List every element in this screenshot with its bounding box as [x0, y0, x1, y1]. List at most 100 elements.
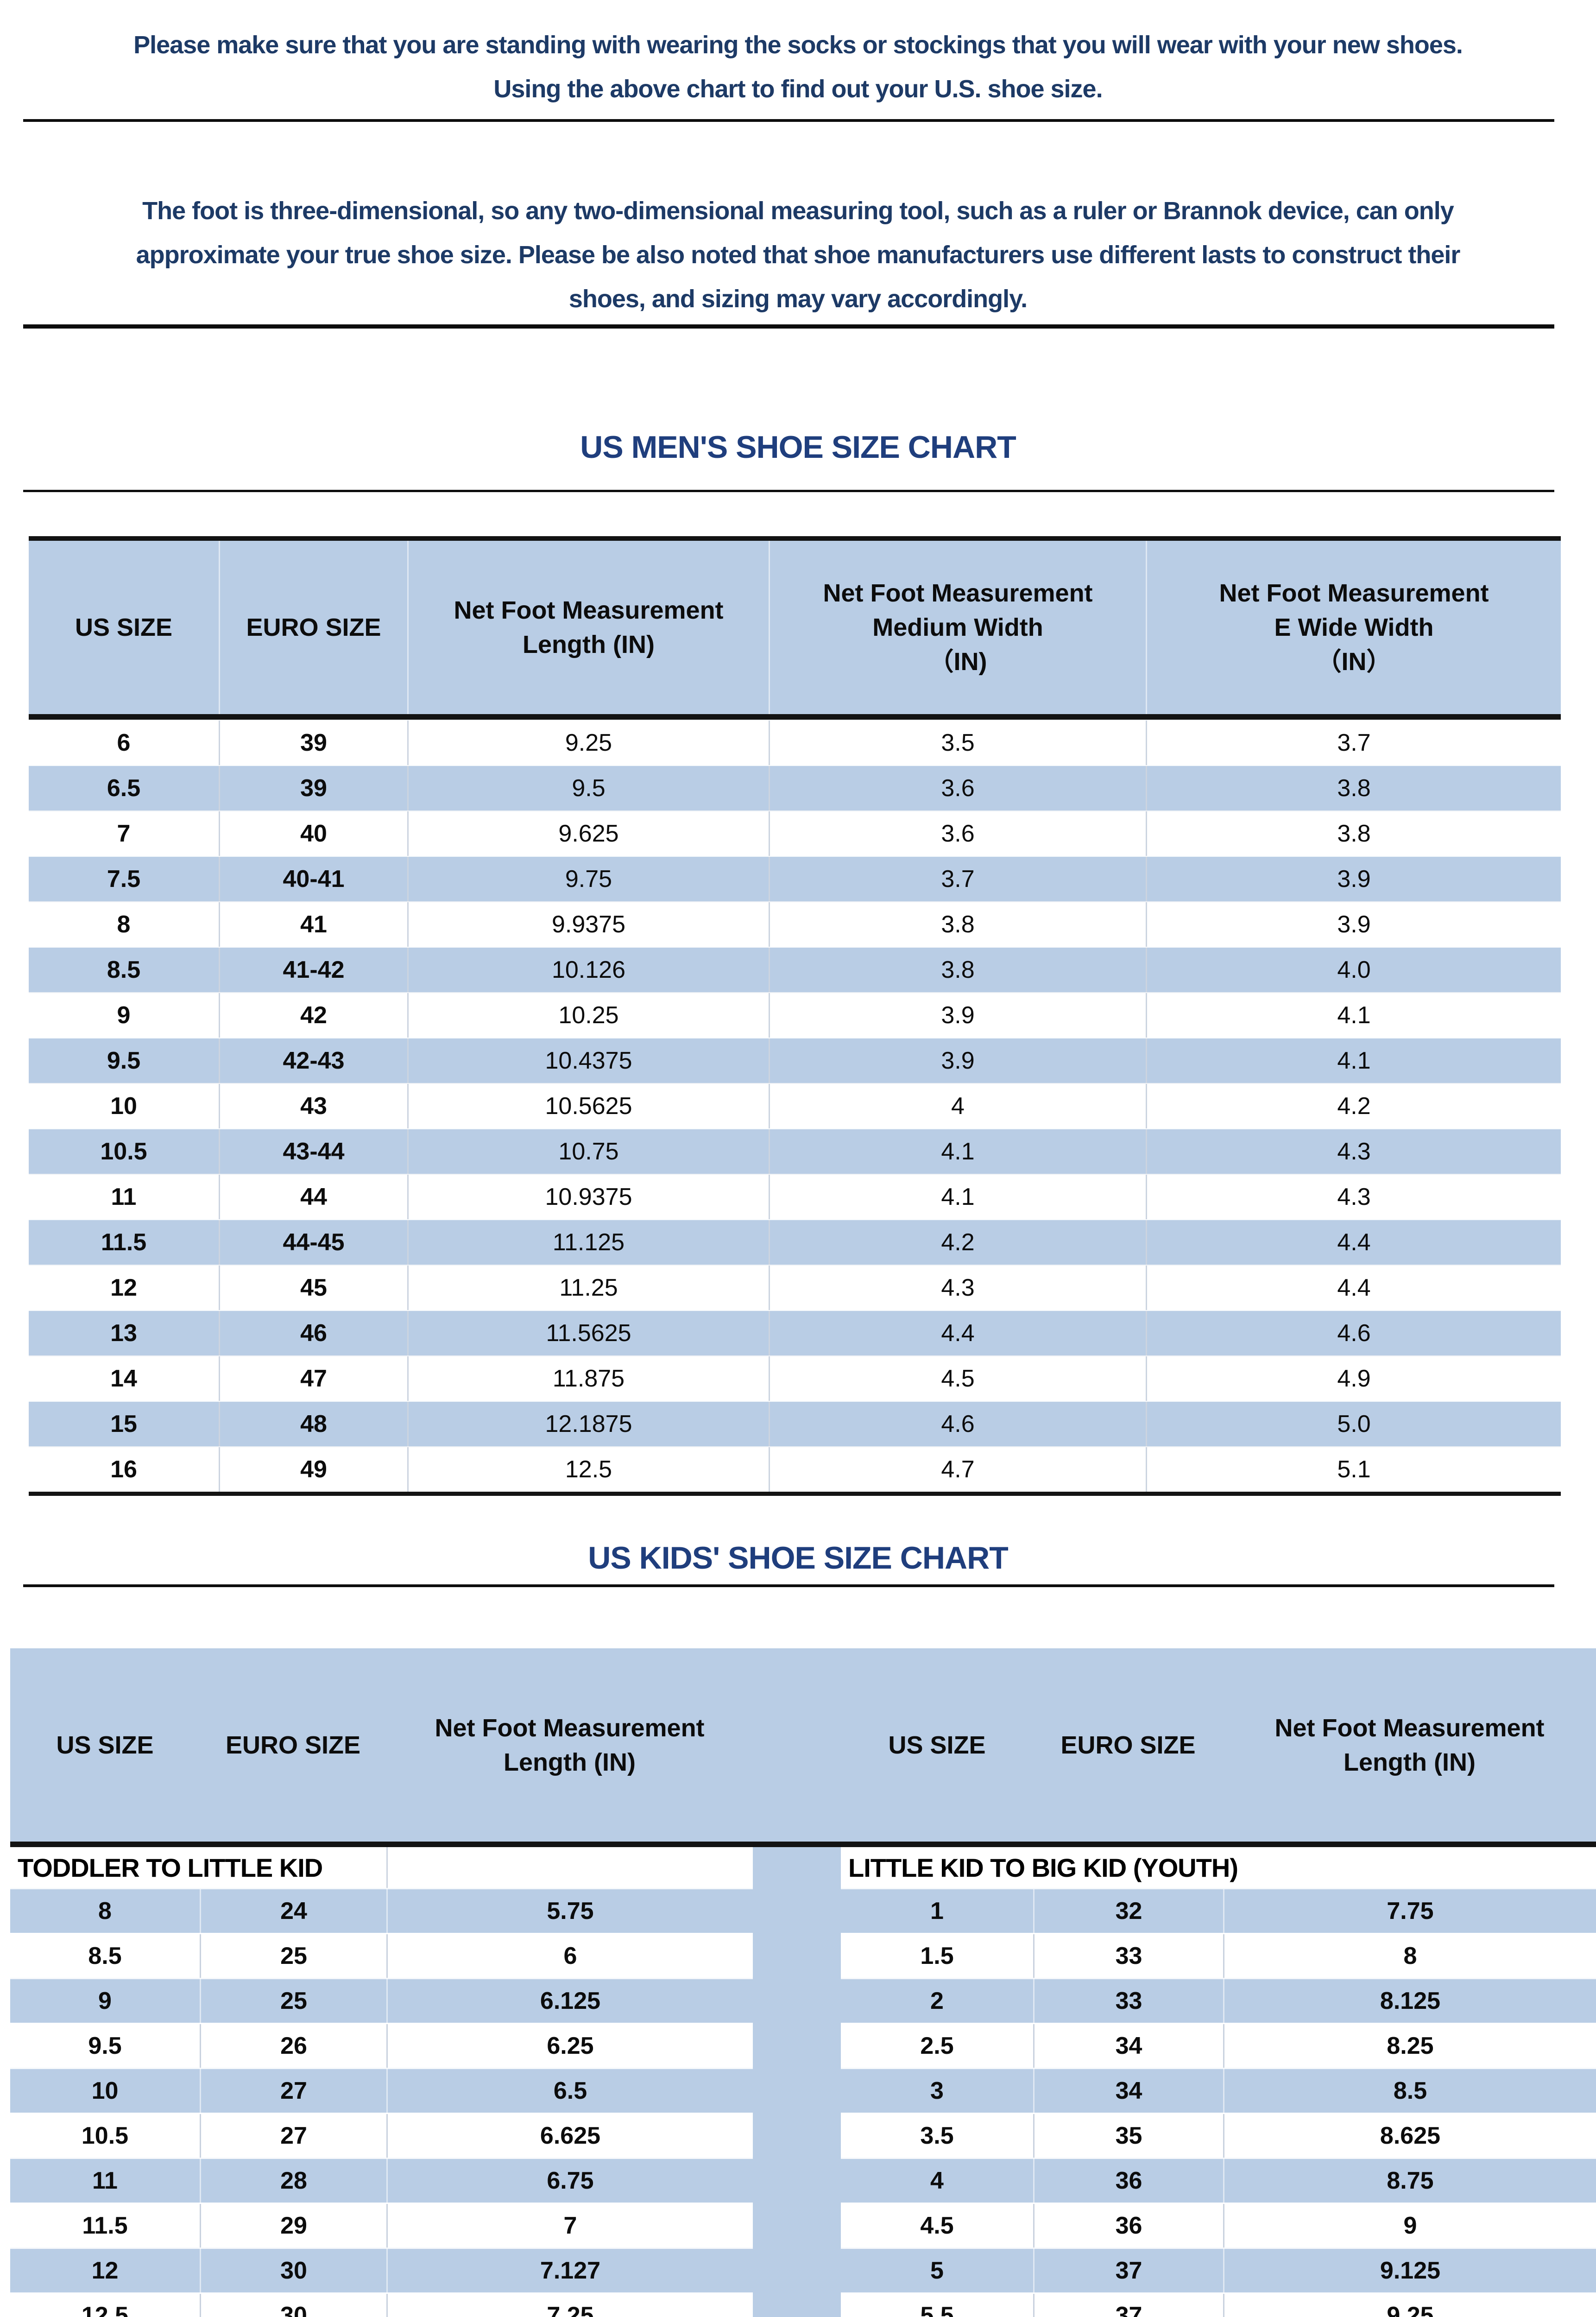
- kids-header-cell: EURO SIZE: [225, 1731, 361, 1759]
- kids-right-header-row: US SIZE EURO SIZE Net Foot Measurement Len…: [841, 1648, 1596, 1842]
- kids-row: 12 30 7.127: [10, 2247, 753, 2292]
- kids-cell: 28: [200, 2159, 386, 2203]
- mens-cell: 12.1875: [407, 1402, 769, 1446]
- mens-row: 8.5 41-42 10.126 3.8 4.0: [29, 947, 1561, 992]
- mens-cell: 8.5: [107, 956, 141, 983]
- mens-cell: 43: [219, 1084, 407, 1128]
- kids-cell: 24: [200, 1889, 386, 1933]
- kids-cell: 5: [930, 2257, 944, 2284]
- mens-row: 9.5 42-43 10.4375 3.9 4.1: [29, 1038, 1561, 1083]
- kids-cell: 3: [930, 2077, 944, 2104]
- kids-cell: 12.5: [81, 2302, 129, 2317]
- divider-rule-3: [23, 490, 1554, 492]
- kids-cell: 30: [200, 2294, 386, 2317]
- mens-cell: 44-45: [219, 1220, 407, 1265]
- kids-cell: 12: [91, 2257, 119, 2284]
- mens-cell: 11: [111, 1184, 137, 1210]
- kids-cell: 10: [91, 2077, 119, 2104]
- mens-cell: 45: [219, 1266, 407, 1310]
- mens-cell: 41: [219, 902, 407, 947]
- mens-cell: 3.8: [769, 948, 1146, 992]
- kids-right-table: LITTLE KID TO BIG KID (YOUTH) 1 32 7.75 1.5…: [841, 1847, 1596, 2317]
- mens-cell: 4.1: [1146, 1038, 1561, 1083]
- kids-cell: 8.5: [1223, 2069, 1596, 2113]
- kids-row: 10 27 6.5: [10, 2068, 753, 2113]
- mens-cell: 9.5: [107, 1047, 141, 1074]
- mens-cell: 11.125: [407, 1220, 769, 1265]
- kids-right-section-row: LITTLE KID TO BIG KID (YOUTH): [841, 1847, 1596, 1888]
- mens-cell: 10: [110, 1093, 137, 1120]
- kids-cell: 11.5: [82, 2212, 128, 2239]
- mens-cell: 3.6: [769, 811, 1146, 856]
- mens-cell: 41-42: [219, 948, 407, 992]
- kids-row: 8.5 25 6: [10, 1933, 753, 1978]
- kids-cell: 29: [200, 2204, 386, 2247]
- kids-left-table: TODDLER TO LITTLE KID 8 24 5.75 8.5 25 6 9 25 6.…: [10, 1847, 753, 2317]
- kids-cell: 4: [930, 2167, 944, 2194]
- mens-cell: 40-41: [219, 857, 407, 901]
- mens-cell: 16: [110, 1456, 137, 1483]
- kids-cell: 9: [98, 1988, 112, 2014]
- kids-header-divider-bar: [10, 1842, 1596, 1847]
- kids-header-cell: EURO SIZE: [1060, 1731, 1196, 1759]
- mens-chart-title: US MEN'S SHOE SIZE CHART: [580, 430, 1016, 465]
- mens-cell: 43-44: [219, 1129, 407, 1174]
- kids-cell: 9.125: [1223, 2249, 1596, 2292]
- kids-cell: 8.625: [1223, 2114, 1596, 2158]
- kids-row: 10.5 27 6.625: [10, 2113, 753, 2158]
- kids-row: 3 34 8.5: [841, 2068, 1596, 2113]
- kids-header-cell: Net Foot Measurement Length (IN): [1274, 1714, 1545, 1776]
- mens-cell: 4.4: [1146, 1220, 1561, 1265]
- intro-line-2: Using the above chart to find out your U…: [493, 75, 1103, 103]
- mens-row: 13 46 11.5625 4.4 4.6: [29, 1310, 1561, 1355]
- mens-cell: 3.8: [769, 902, 1146, 947]
- mens-row: 8 41 9.9375 3.8 3.9: [29, 901, 1561, 947]
- mens-cell: 39: [219, 721, 407, 765]
- intro-paragraph: Please make sure that you are standing w…: [0, 0, 1596, 111]
- kids-cell: 7: [386, 2204, 753, 2247]
- mens-cell: 8: [117, 911, 131, 938]
- mens-cell: 9.25: [407, 721, 769, 765]
- kids-header-cell: US SIZE: [888, 1731, 986, 1759]
- mens-row: 11.5 44-45 11.125 4.2 4.4: [29, 1219, 1561, 1265]
- mens-cell: 47: [219, 1356, 407, 1401]
- kids-cell: 7.25: [386, 2294, 753, 2317]
- kids-cell: 8: [98, 1898, 112, 1925]
- mens-cell: 39: [219, 766, 407, 810]
- mens-row: 7.5 40-41 9.75 3.7 3.9: [29, 856, 1561, 901]
- mens-row: 7 40 9.625 3.6 3.8: [29, 810, 1561, 856]
- kids-cell: 25: [200, 1934, 386, 1978]
- kids-cell: 9.25: [1223, 2294, 1596, 2317]
- kids-cell: 30: [200, 2249, 386, 2292]
- kids-right-section-label: LITTLE KID TO BIG KID (YOUTH): [848, 1853, 1238, 1882]
- kids-cell: 2: [930, 1988, 944, 2014]
- mens-row: 9 42 10.25 3.9 4.1: [29, 992, 1561, 1038]
- kids-cell: 1: [930, 1898, 944, 1925]
- mens-cell: 11.5625: [407, 1311, 769, 1355]
- kids-row: 5.5 37 9.25: [841, 2292, 1596, 2317]
- kids-cell: 37: [1033, 2249, 1223, 2292]
- mens-row: 10 43 10.5625 4 4.2: [29, 1083, 1561, 1128]
- mens-cell: 3.9: [769, 993, 1146, 1038]
- mens-cell: 4.6: [769, 1402, 1146, 1446]
- kids-cell: 33: [1033, 1934, 1223, 1978]
- kids-cell: 6: [386, 1934, 753, 1978]
- mens-cell: 9: [117, 1002, 131, 1029]
- mens-cell: 3.6: [769, 766, 1146, 810]
- kids-left-section-empty-cell: [386, 1847, 753, 1888]
- mens-cell: 4.3: [769, 1266, 1146, 1310]
- kids-row: 2 33 8.125: [841, 1978, 1596, 2023]
- mens-row: 14 47 11.875 4.5 4.9: [29, 1355, 1561, 1401]
- mens-row: 6 39 9.25 3.5 3.7: [29, 720, 1561, 765]
- mens-size-table: US SIZE EURO SIZE Net Foot Measurement Len…: [29, 536, 1561, 1496]
- kids-row: 11 28 6.75: [10, 2158, 753, 2203]
- mens-cell: 3.9: [769, 1038, 1146, 1083]
- kids-row: 4 36 8.75: [841, 2158, 1596, 2203]
- mens-row: 12 45 11.25 4.3 4.4: [29, 1265, 1561, 1310]
- mens-cell: 12: [110, 1274, 137, 1301]
- kids-row: 4.5 36 9: [841, 2203, 1596, 2247]
- kids-cell: 8.25: [1223, 2024, 1596, 2068]
- kids-cell: 6.75: [386, 2159, 753, 2203]
- kids-row: 12.5 30 7.25: [10, 2292, 753, 2317]
- kids-left-section-row: TODDLER TO LITTLE KID: [10, 1847, 753, 1888]
